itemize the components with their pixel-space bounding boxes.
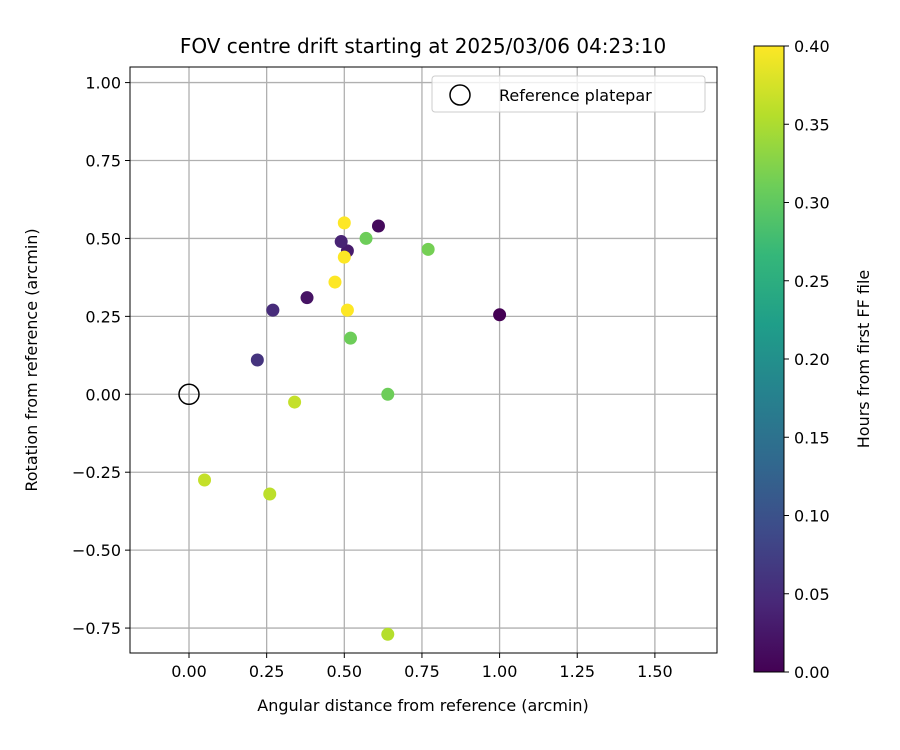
data-point xyxy=(421,242,435,256)
data-point xyxy=(493,308,507,322)
y-tick-label: 0.75 xyxy=(85,152,121,171)
data-point xyxy=(337,250,351,264)
data-point xyxy=(344,331,358,345)
legend: Reference platepar xyxy=(431,75,706,113)
data-point xyxy=(198,473,212,487)
x-tick-label: 1.25 xyxy=(559,662,595,681)
legend-marker-open-circle-icon xyxy=(449,84,471,106)
colorbar-tick-label: 0.05 xyxy=(794,585,830,604)
y-tick-label: −0.25 xyxy=(72,463,121,482)
data-point xyxy=(371,219,385,233)
data-point xyxy=(381,387,395,401)
x-axis-label: Angular distance from reference (arcmin) xyxy=(257,696,588,715)
data-point xyxy=(337,216,351,230)
colorbar-tick-label: 0.10 xyxy=(794,507,830,526)
data-point xyxy=(340,303,354,317)
y-tick-label: −0.75 xyxy=(72,619,121,638)
data-point xyxy=(300,291,314,305)
y-tick-label: 0.50 xyxy=(85,229,121,248)
data-point xyxy=(334,235,348,249)
reference-platepar-marker xyxy=(178,383,200,406)
y-tick-label: 0.25 xyxy=(85,307,121,326)
y-axis-label: Rotation from reference (arcmin) xyxy=(22,228,41,491)
x-tick-label: 0.00 xyxy=(171,662,207,681)
data-point xyxy=(328,275,342,289)
data-point xyxy=(288,395,302,409)
y-tick-label: 1.00 xyxy=(85,74,121,93)
legend-box xyxy=(431,75,706,113)
colorbar-tick-label: 0.35 xyxy=(794,115,830,134)
plot-frame xyxy=(129,66,718,654)
x-tick-label: 1.50 xyxy=(637,662,673,681)
colorbar-tick-label: 0.00 xyxy=(794,663,830,682)
grid xyxy=(130,67,717,653)
colorbar-tick-label: 0.15 xyxy=(794,428,830,447)
x-tick-label: 0.50 xyxy=(326,662,362,681)
x-tick-label: 0.75 xyxy=(404,662,440,681)
data-points xyxy=(178,216,507,641)
colorbar-tick-label: 0.20 xyxy=(794,350,830,369)
legend-entry-reference-platepar: Reference platepar xyxy=(499,86,652,105)
y-tick-label: −0.50 xyxy=(72,541,121,560)
colorbar: 0.40 0.35 0.30 0.25 0.20 0.15 0.10 0.05 0.00 xyxy=(753,37,830,682)
colorbar-gradient xyxy=(753,45,785,673)
y-tick-label: 0.00 xyxy=(85,385,121,404)
axes: 0.00 0.25 0.50 0.75 1.00 1.25 1.50 1.00 0.75 0.50… xyxy=(72,66,718,681)
data-point xyxy=(266,303,280,317)
colorbar-label: Hours from first FF file xyxy=(854,270,873,449)
chart-title: FOV centre drift starting at 2025/03/06 … xyxy=(180,34,666,58)
x-tick-label: 0.25 xyxy=(249,662,285,681)
data-point xyxy=(250,353,264,367)
data-point xyxy=(359,231,373,245)
x-tick-label: 1.00 xyxy=(482,662,518,681)
colorbar-tick-label: 0.25 xyxy=(794,272,830,291)
data-point xyxy=(381,627,395,641)
colorbar-tick-label: 0.30 xyxy=(794,194,830,213)
colorbar-tick-label: 0.40 xyxy=(794,37,830,56)
data-point xyxy=(263,487,277,501)
